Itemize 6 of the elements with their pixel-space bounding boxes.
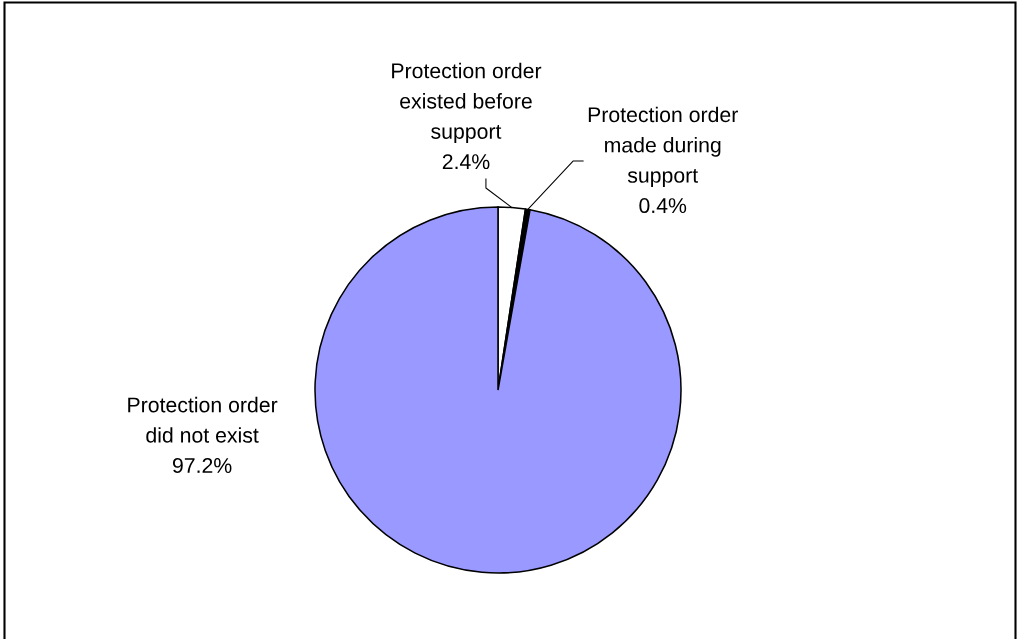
slice-label: Protection order existed before support [392, 62, 542, 144]
data-label: 2.4% [442, 154, 490, 170]
data-label: 97.2% [172, 457, 232, 474]
data-label: 0.4% [639, 198, 687, 214]
slice-label: Protection order did not exist [128, 396, 278, 443]
slice-label: Protection order made during support [588, 106, 738, 188]
